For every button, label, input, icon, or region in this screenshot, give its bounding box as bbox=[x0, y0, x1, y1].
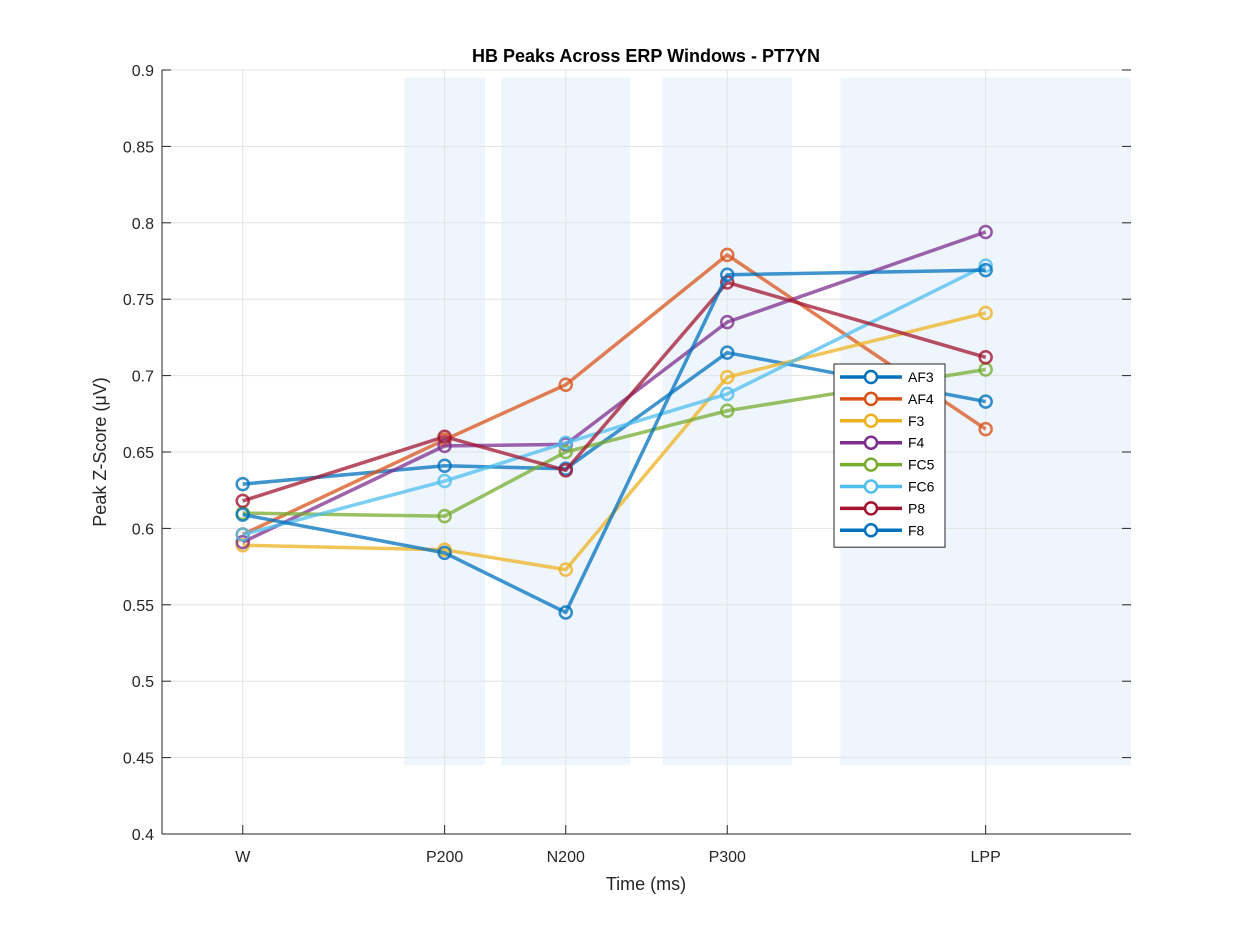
legend-marker bbox=[863, 457, 879, 472]
legend-marker bbox=[863, 479, 879, 494]
y-tick-label: 0.8 bbox=[132, 216, 154, 233]
legend-item-fc6: FC6 bbox=[840, 479, 935, 495]
x-tick-label: P200 bbox=[426, 849, 463, 866]
data-point-f4 bbox=[235, 534, 250, 550]
data-point-f8 bbox=[558, 605, 573, 620]
data-point-fc6 bbox=[235, 527, 250, 542]
series-line-f8 bbox=[242, 268, 986, 615]
series-line-af4 bbox=[242, 253, 987, 537]
data-point-fc6 bbox=[437, 473, 452, 489]
data-point-f3 bbox=[978, 305, 993, 321]
legend-item-f3: F3 bbox=[840, 413, 925, 429]
legend-label: AF3 bbox=[908, 369, 934, 385]
x-tick-label: LPP bbox=[971, 849, 1001, 866]
x-tick-label: P300 bbox=[709, 849, 746, 866]
y-axis-label: Peak Z-Score (μV) bbox=[90, 377, 110, 526]
data-point-af3 bbox=[235, 476, 250, 492]
legend-label: FC5 bbox=[908, 457, 935, 473]
legend-marker bbox=[863, 391, 879, 407]
data-point-f3 bbox=[720, 369, 735, 385]
data-point-p8 bbox=[978, 350, 993, 365]
legend-item-af3: AF3 bbox=[840, 369, 934, 385]
data-point-fc6 bbox=[558, 435, 573, 451]
legend-item-f8: F8 bbox=[840, 522, 925, 538]
data-point-p8 bbox=[437, 429, 452, 444]
data-point-af4 bbox=[978, 421, 993, 437]
data-point-f4 bbox=[437, 438, 452, 454]
legend-box bbox=[833, 363, 946, 548]
series-fc6 bbox=[235, 258, 993, 542]
legend-marker bbox=[863, 413, 879, 429]
y-tick-label: 0.7 bbox=[132, 369, 154, 386]
data-point-af3 bbox=[437, 458, 452, 474]
legend-marker bbox=[863, 501, 879, 516]
data-point-f8 bbox=[437, 545, 452, 561]
series-lines bbox=[235, 224, 993, 620]
series-line-fc6 bbox=[242, 264, 987, 537]
data-point-fc5 bbox=[437, 508, 452, 524]
shaded-windows bbox=[404, 77, 1131, 766]
data-point-af4 bbox=[558, 377, 573, 393]
x-tick-label: W bbox=[235, 849, 251, 866]
y-tick-label: 0.75 bbox=[123, 292, 154, 309]
y-tick-label: 0.9 bbox=[132, 63, 154, 80]
y-tick-label: 0.65 bbox=[123, 445, 154, 462]
legend: AF3 AF4 F3 F4 FC5 FC6 P8 F8 bbox=[833, 363, 946, 548]
data-point-af3 bbox=[720, 345, 735, 360]
data-point-f8 bbox=[720, 267, 735, 283]
legend-item-p8: P8 bbox=[840, 500, 925, 516]
x-tick-label: N200 bbox=[547, 849, 585, 866]
grid-lines bbox=[162, 69, 1131, 835]
legend-label: P8 bbox=[908, 500, 925, 516]
y-tick-label: 0.5 bbox=[132, 674, 154, 691]
data-point-p8 bbox=[558, 463, 573, 478]
data-point-f4 bbox=[720, 314, 735, 330]
data-point-f8 bbox=[978, 262, 993, 278]
legend-item-f4: F4 bbox=[840, 435, 925, 451]
legend-label: F3 bbox=[908, 413, 925, 429]
series-line-f3 bbox=[242, 311, 987, 572]
y-tick-label: 0.85 bbox=[123, 139, 154, 156]
y-tick-label: 0.55 bbox=[123, 598, 154, 615]
legend-item-af4: AF4 bbox=[840, 391, 934, 407]
y-tick-label: 0.4 bbox=[132, 827, 154, 844]
legend-label: F4 bbox=[908, 435, 925, 451]
series-f8 bbox=[235, 262, 993, 620]
legend-label: AF4 bbox=[908, 391, 934, 407]
data-point-af4 bbox=[720, 247, 735, 263]
legend-marker bbox=[863, 369, 879, 385]
data-point-p8 bbox=[235, 493, 250, 509]
legend-marker bbox=[863, 435, 879, 450]
legend-item-fc5: FC5 bbox=[840, 457, 935, 473]
data-point-f3 bbox=[558, 562, 573, 577]
legend-label: FC6 bbox=[908, 479, 935, 495]
legend-marker bbox=[863, 523, 879, 538]
data-point-af3 bbox=[978, 394, 993, 409]
data-point-fc5 bbox=[720, 403, 735, 418]
axes: 0.4 0.45 0.5 0.55 0.6 0.65 0.7 0.75 0.8 0.85 0.9 W P… bbox=[123, 63, 1131, 866]
chart-title: HB Peaks Across ERP Windows - PT7YN bbox=[472, 46, 820, 66]
series-p8 bbox=[235, 275, 993, 509]
data-point-fc6 bbox=[720, 386, 735, 402]
x-axis-label: Time (ms) bbox=[606, 874, 686, 894]
data-point-f4 bbox=[978, 224, 993, 240]
data-point-fc5 bbox=[558, 444, 573, 460]
legend-label: F8 bbox=[908, 522, 925, 538]
series-line-fc5 bbox=[242, 367, 986, 518]
series-line-p8 bbox=[242, 280, 987, 503]
data-point-f8 bbox=[235, 507, 250, 522]
y-tick-label: 0.6 bbox=[132, 521, 154, 538]
y-tick-label: 0.45 bbox=[123, 751, 154, 768]
